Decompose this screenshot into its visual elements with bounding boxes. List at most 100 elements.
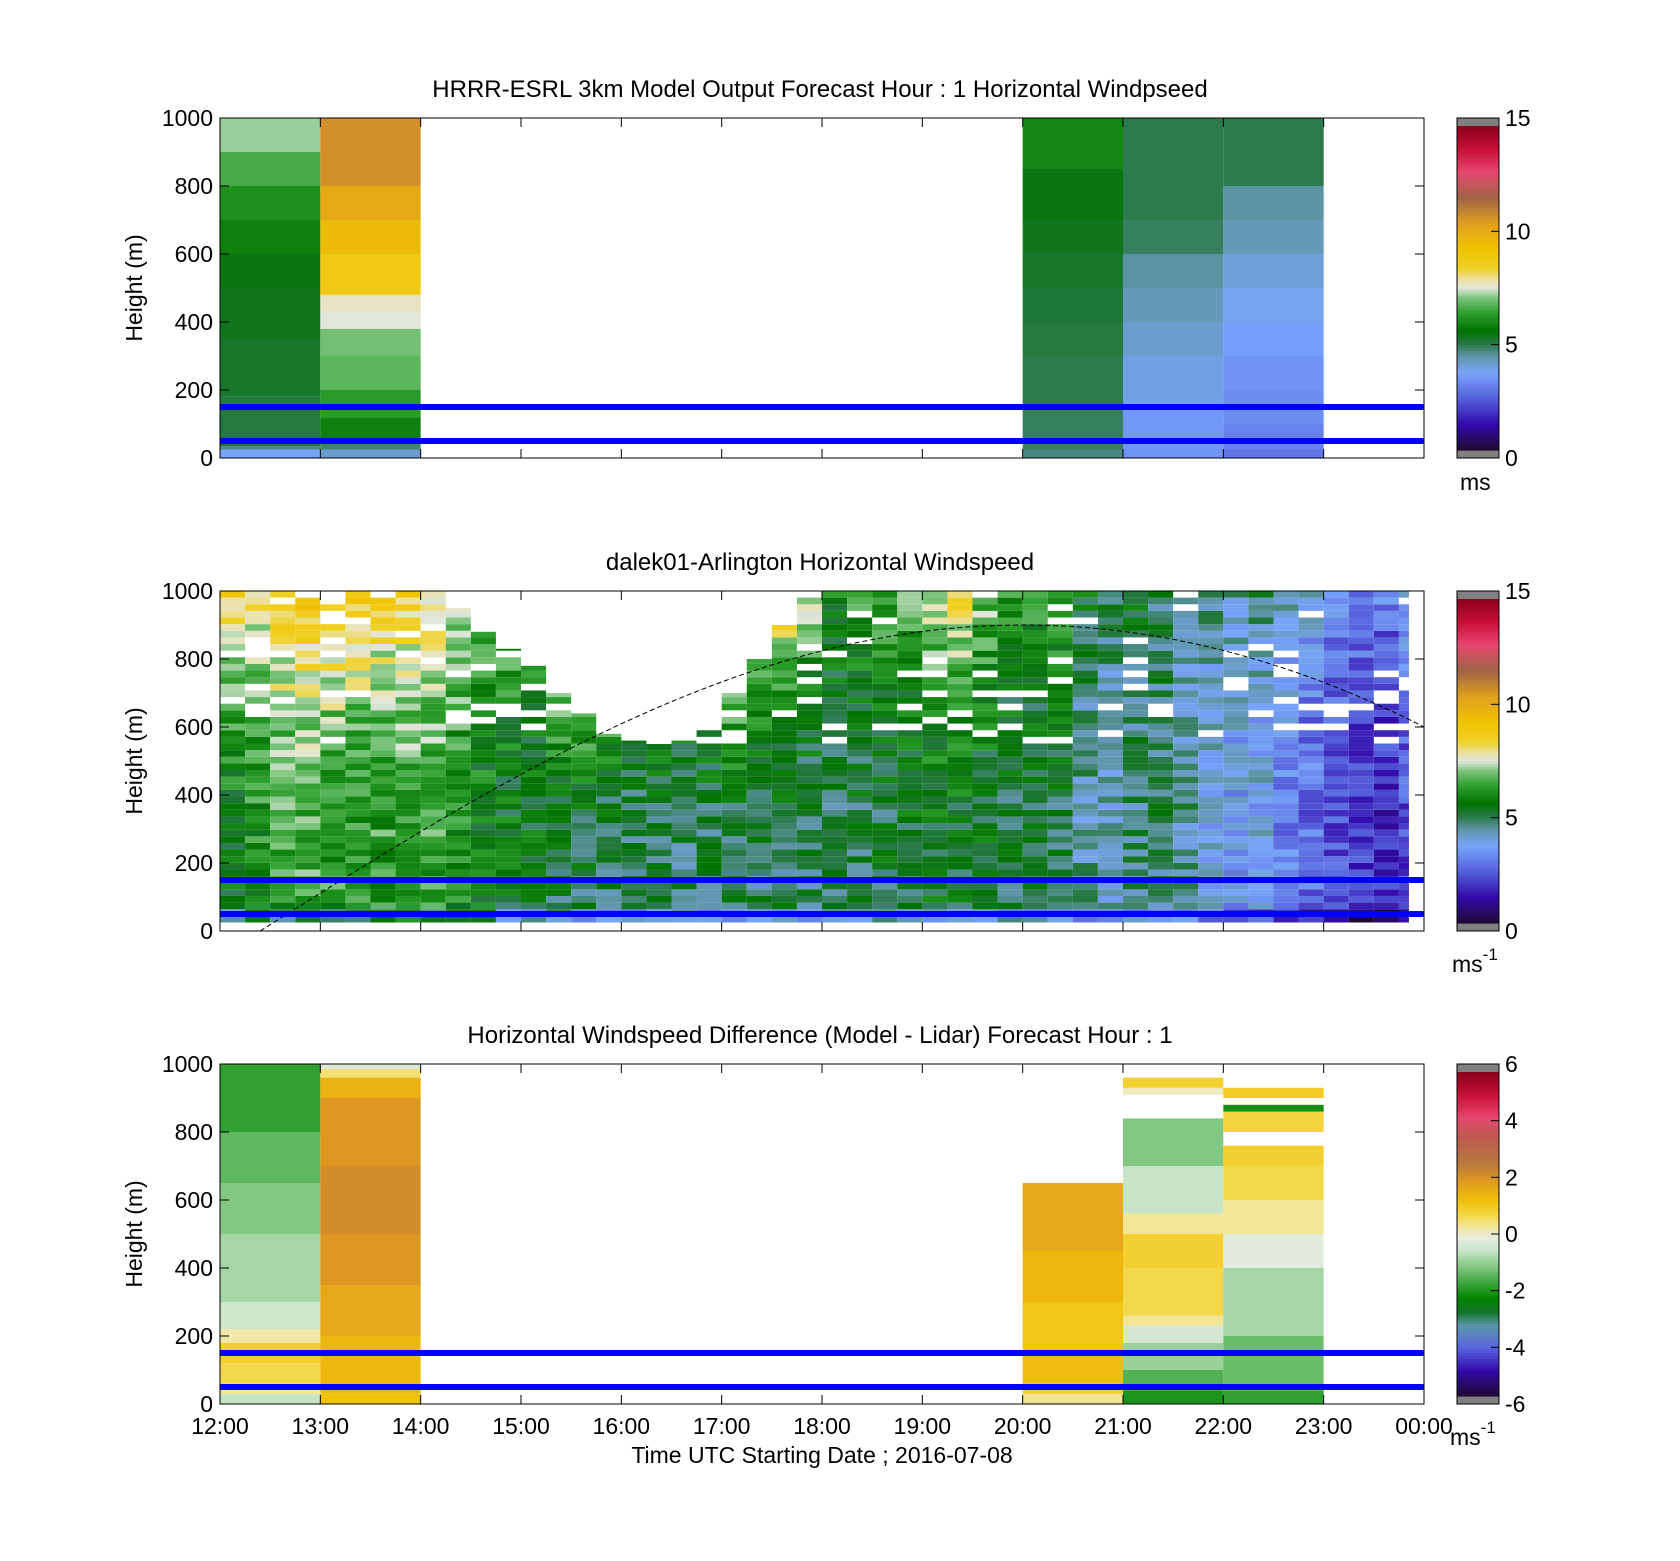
- heatmap-cell: [1298, 716, 1324, 724]
- heatmap-cell: [1298, 783, 1324, 790]
- heatmap-cell: [571, 895, 597, 903]
- heatmap-cell: [1223, 723, 1249, 731]
- heatmap-cell: [1047, 895, 1073, 903]
- heatmap-cell: [1123, 169, 1224, 220]
- heatmap-cell: [897, 663, 923, 671]
- heatmap-cell: [796, 882, 822, 890]
- heatmap-cell: [922, 723, 948, 731]
- heatmap-cell: [1348, 723, 1374, 731]
- heatmap-cell: [671, 743, 697, 751]
- heatmap-cell: [1273, 869, 1299, 877]
- heatmap-cell: [1223, 1200, 1324, 1234]
- heatmap-cell: [596, 796, 622, 804]
- heatmap-cell: [646, 849, 672, 857]
- heatmap-cell: [1173, 743, 1199, 751]
- y-tick-label: 1000: [162, 1051, 213, 1077]
- colorbar-swatch: [1457, 290, 1499, 294]
- panel-difference-unit-base: ms: [1450, 1424, 1481, 1450]
- heatmap-cell: [320, 842, 346, 850]
- heatmap-cell: [220, 716, 246, 724]
- heatmap-cell: [445, 683, 471, 691]
- heatmap-cell: [1097, 816, 1123, 824]
- heatmap-cell: [420, 644, 446, 651]
- heatmap-cell: [847, 703, 873, 711]
- heatmap-cell: [872, 730, 898, 737]
- heatmap-cell: [947, 670, 973, 678]
- heatmap-cell: [1348, 597, 1374, 605]
- heatmap-cell: [671, 889, 697, 896]
- heatmap-cell: [370, 829, 396, 837]
- heatmap-cell: [320, 444, 421, 450]
- heatmap-cell: [1248, 816, 1274, 824]
- heatmap-cell: [1348, 630, 1374, 638]
- heatmap-cell: [796, 723, 822, 731]
- heatmap-cell: [1072, 663, 1098, 671]
- heatmap-cell: [245, 736, 271, 744]
- heatmap-cell: [822, 862, 848, 870]
- heatmap-cell: [395, 716, 421, 724]
- colorbar-swatch: [1457, 1306, 1499, 1311]
- colorbar-swatch: [1457, 1101, 1499, 1105]
- colorbar-swatch: [1457, 1204, 1499, 1208]
- heatmap-cell: [270, 776, 296, 784]
- heatmap-cell: [796, 690, 822, 698]
- heatmap-cell: [420, 889, 446, 896]
- heatmap-cell: [847, 710, 873, 717]
- heatmap-cell: [771, 789, 797, 797]
- colorbar-swatch: [1457, 752, 1499, 757]
- colorbar-swatch: [1457, 441, 1499, 446]
- heatmap-cell: [847, 644, 873, 651]
- heatmap-cell: [997, 736, 1023, 744]
- colorbar-swatch: [1457, 1174, 1499, 1178]
- heatmap-cell: [1323, 591, 1349, 598]
- heatmap-cell: [220, 1064, 321, 1132]
- colorbar-swatch: [1457, 1074, 1499, 1078]
- heatmap-cell: [1022, 591, 1048, 598]
- heatmap-cell: [571, 862, 597, 870]
- heatmap-cell: [521, 763, 547, 771]
- heatmap-cell: [1072, 736, 1098, 744]
- heatmap-cell: [897, 789, 923, 797]
- colorbar-swatch: [1457, 412, 1499, 416]
- colorbar-swatch: [1457, 396, 1499, 400]
- heatmap-cell: [922, 869, 948, 877]
- heatmap-cell: [746, 677, 772, 684]
- heatmap-cell: [671, 902, 697, 910]
- colorbar-swatch: [1457, 1171, 1499, 1176]
- heatmap-cell: [621, 763, 647, 771]
- heatmap-cell: [922, 829, 948, 837]
- heatmap-cell: [872, 716, 898, 724]
- heatmap-cell: [546, 842, 572, 850]
- heatmap-cell: [245, 836, 271, 843]
- heatmap-cell: [1022, 697, 1048, 704]
- heatmap-cell: [1022, 597, 1048, 605]
- heatmap-cell: [345, 836, 371, 843]
- colorbar-swatch: [1457, 444, 1499, 448]
- heatmap-cell: [771, 723, 797, 731]
- heatmap-cell: [947, 610, 973, 618]
- heatmap-cell: [546, 862, 572, 870]
- heatmap-cell: [1047, 770, 1073, 777]
- colorbar-swatch: [1457, 1207, 1499, 1211]
- heatmap-cell: [997, 743, 1023, 751]
- heatmap-cell: [1373, 763, 1399, 771]
- heatmap-cell: [922, 597, 948, 605]
- colorbar-swatch: [1457, 698, 1499, 703]
- heatmap-cell: [345, 816, 371, 824]
- heatmap-cell: [1123, 650, 1149, 658]
- heatmap-cell: [345, 789, 371, 797]
- colorbar-swatch: [1457, 1177, 1499, 1181]
- heatmap-cell: [395, 591, 421, 598]
- heatmap-cell: [1323, 730, 1349, 737]
- heatmap-cell: [1123, 895, 1149, 903]
- heatmap-cell: [872, 789, 898, 797]
- heatmap-cell: [470, 895, 496, 903]
- heatmap-cell: [220, 816, 246, 824]
- heatmap-cell: [345, 657, 371, 664]
- heatmap-cell: [395, 604, 421, 611]
- colorbar-swatch: [1457, 414, 1499, 419]
- heatmap-cell: [1248, 882, 1274, 890]
- heatmap-cell: [395, 836, 421, 843]
- heatmap-cell: [1072, 730, 1098, 737]
- heatmap-cell: [1223, 591, 1249, 598]
